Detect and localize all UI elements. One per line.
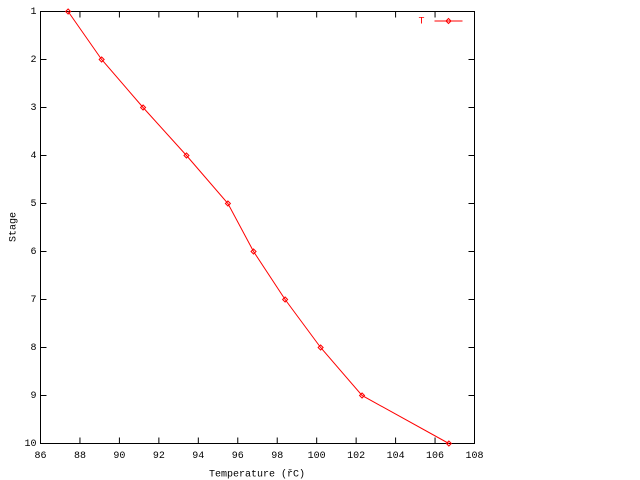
data-point (224, 200, 232, 207)
y-tick-label: 5 (30, 199, 36, 210)
x-tick-label: 98 (271, 451, 283, 462)
data-point (317, 344, 324, 351)
legend-label: T (418, 17, 424, 28)
x-tick-label: 108 (465, 451, 483, 462)
data-point (250, 248, 257, 255)
data-point (64, 8, 72, 15)
x-tick-label: 86 (34, 451, 46, 462)
y-axis-label: Stage (9, 212, 20, 242)
y-tick-label: 10 (24, 439, 36, 450)
data-point (98, 56, 105, 63)
data-point (358, 392, 366, 399)
y-tick-label: 3 (30, 103, 36, 114)
x-tick-label: 90 (113, 451, 125, 462)
x-tick-label: 104 (387, 451, 405, 462)
y-tick-label: 6 (30, 247, 36, 258)
x-tick-label: 106 (426, 451, 444, 462)
y-tick-label: 7 (30, 295, 36, 306)
data-point (445, 440, 453, 447)
x-tick-label: 100 (308, 451, 326, 462)
x-tick-label: 94 (192, 451, 204, 462)
x-tick-label: 96 (232, 451, 244, 462)
data-point (183, 152, 190, 159)
x-axis-label: Temperature (řC) (209, 469, 305, 480)
legend-marker (445, 17, 452, 25)
y-tick-label: 1 (30, 7, 36, 18)
y-tick-label: 8 (30, 343, 36, 354)
x-tick-label: 92 (153, 451, 165, 462)
series-line (67, 11, 450, 444)
plot-frame (40, 11, 475, 444)
y-tick-label: 2 (30, 55, 36, 66)
y-tick-label: 4 (30, 151, 36, 162)
y-tick-label: 9 (30, 391, 36, 402)
data-point (139, 104, 147, 111)
data-point (281, 296, 289, 303)
x-tick-label: 88 (74, 451, 86, 462)
x-tick-label: 102 (347, 451, 365, 462)
